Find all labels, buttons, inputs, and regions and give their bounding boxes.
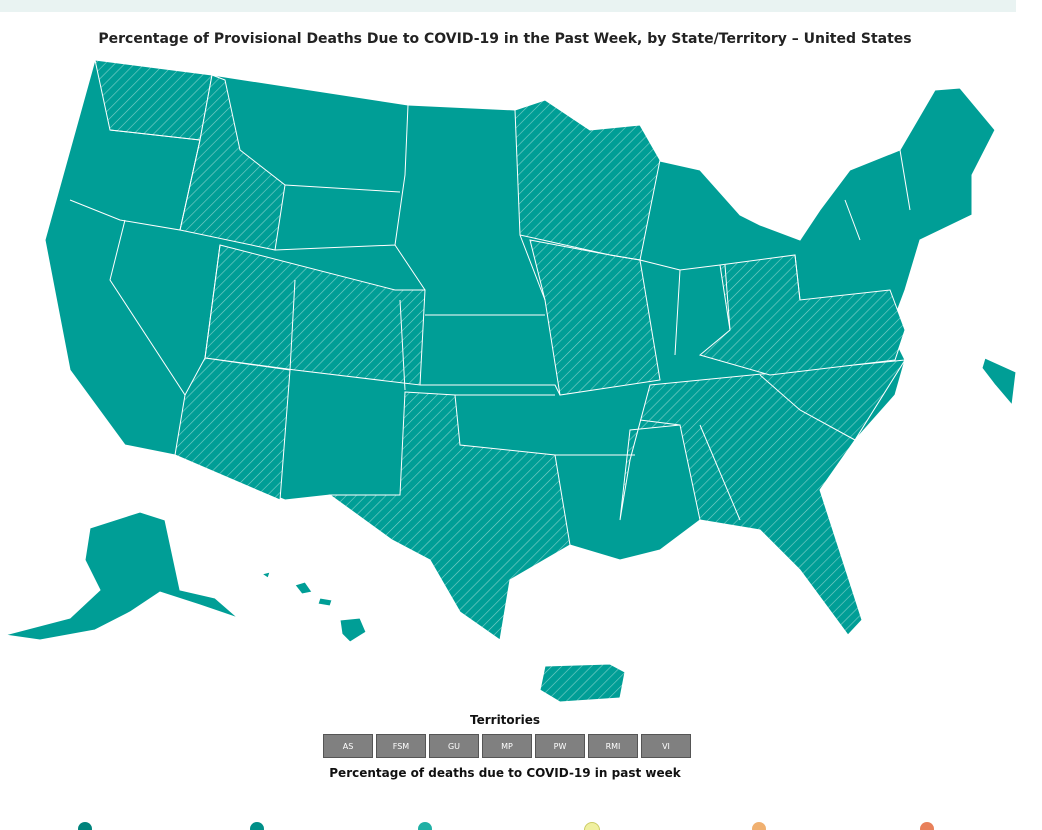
- top-bar: [0, 0, 1016, 12]
- territory-button[interactable]: FSM: [376, 734, 426, 758]
- alaska: [4, 511, 239, 641]
- hatched-region: [328, 391, 571, 641]
- legend-dot: [752, 822, 766, 830]
- map-title: Percentage of Provisional Deaths Due to …: [98, 31, 912, 47]
- legend-title: Percentage of deaths due to COVID-19 in …: [329, 766, 681, 780]
- territory-buttons: AS FSM GU MP PW RMI VI: [323, 734, 691, 758]
- territory-button[interactable]: VI: [641, 734, 691, 758]
- territory-button[interactable]: RMI: [588, 734, 638, 758]
- legend-dot: [418, 822, 432, 830]
- hatched-region: [94, 59, 213, 141]
- territory-button[interactable]: MP: [482, 734, 532, 758]
- legend-dot: [920, 822, 934, 830]
- territories-heading: Territories: [470, 713, 540, 727]
- territory-button[interactable]: AS: [323, 734, 373, 758]
- legend-dot: [250, 822, 264, 830]
- state-borders: [69, 104, 911, 521]
- legend-dot: [78, 822, 92, 830]
- puerto-rico: [539, 663, 626, 703]
- hawaii: [260, 571, 367, 643]
- territory-button[interactable]: PW: [535, 734, 585, 758]
- territory-button[interactable]: GU: [429, 734, 479, 758]
- hatched-region: [174, 357, 291, 501]
- hatched-region: [514, 99, 661, 261]
- delaware-bay-area: [981, 357, 1017, 407]
